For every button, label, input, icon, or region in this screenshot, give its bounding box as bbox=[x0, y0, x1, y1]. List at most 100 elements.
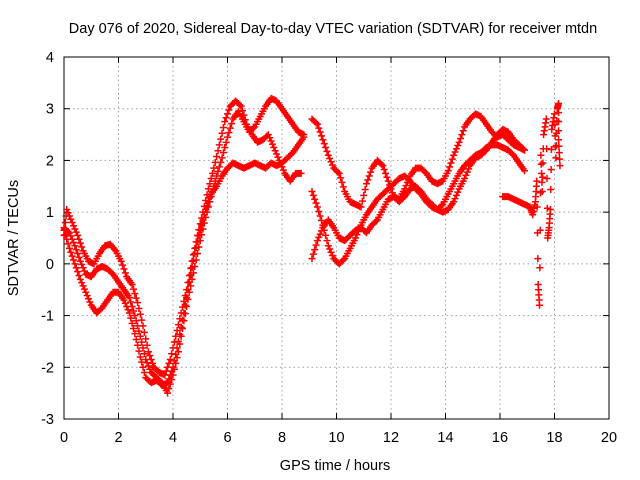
data-point bbox=[165, 385, 173, 393]
data-point bbox=[555, 100, 563, 108]
data-point bbox=[64, 209, 72, 217]
data-point bbox=[311, 195, 319, 203]
data-point bbox=[65, 244, 73, 252]
data-point bbox=[67, 232, 75, 240]
data-point bbox=[379, 162, 387, 170]
data-point bbox=[452, 191, 460, 199]
x-tick-label: 2 bbox=[114, 430, 122, 446]
data-point bbox=[551, 110, 558, 118]
data-point bbox=[165, 375, 173, 383]
data-point bbox=[465, 165, 473, 173]
data-point bbox=[224, 133, 231, 141]
data-point bbox=[172, 350, 180, 358]
data-point bbox=[339, 183, 347, 191]
data-point bbox=[224, 110, 231, 118]
data-point bbox=[324, 151, 332, 159]
data-point bbox=[83, 292, 91, 300]
data-point bbox=[237, 102, 245, 110]
data-point bbox=[80, 267, 88, 275]
data-point bbox=[555, 127, 563, 135]
x-tick-label: 10 bbox=[328, 430, 344, 446]
data-point bbox=[210, 164, 218, 172]
data-point bbox=[316, 230, 324, 238]
data-point bbox=[313, 120, 321, 128]
data-point bbox=[542, 115, 550, 123]
data-point bbox=[117, 257, 125, 265]
data-point bbox=[128, 281, 136, 289]
data-point bbox=[125, 293, 133, 301]
data-point bbox=[74, 268, 82, 276]
data-point bbox=[323, 237, 331, 245]
data-point bbox=[136, 332, 144, 340]
x-tick-label: 12 bbox=[383, 430, 399, 446]
data-point bbox=[140, 368, 148, 376]
data-point bbox=[189, 257, 197, 265]
data-point bbox=[372, 217, 380, 225]
data-point bbox=[173, 326, 181, 334]
data-point bbox=[176, 330, 184, 338]
data-point bbox=[463, 168, 471, 176]
data-point bbox=[188, 264, 196, 272]
data-point bbox=[168, 367, 176, 375]
data-point bbox=[135, 347, 143, 355]
data-point bbox=[80, 285, 88, 293]
data-point bbox=[203, 202, 211, 210]
data-point bbox=[72, 228, 80, 236]
data-point bbox=[136, 310, 144, 318]
data-point bbox=[335, 169, 343, 177]
data-point bbox=[533, 203, 541, 211]
y-tick-label: -1 bbox=[41, 309, 54, 325]
data-point bbox=[222, 114, 230, 122]
data-point bbox=[135, 304, 143, 312]
data-point bbox=[218, 154, 226, 162]
data-point bbox=[383, 173, 391, 181]
data-point bbox=[315, 207, 323, 215]
data-point bbox=[199, 216, 207, 224]
data-point bbox=[297, 169, 305, 177]
data-point bbox=[134, 299, 142, 307]
data-point bbox=[556, 162, 564, 170]
data-point bbox=[164, 379, 172, 387]
data-point bbox=[222, 138, 230, 146]
data-point bbox=[308, 187, 316, 195]
data-point bbox=[82, 288, 90, 296]
data-point bbox=[315, 233, 323, 241]
y-tick-label: 0 bbox=[46, 257, 54, 273]
data-point bbox=[136, 353, 144, 361]
data-point bbox=[180, 309, 188, 317]
data-point bbox=[120, 265, 128, 273]
data-point bbox=[312, 199, 320, 207]
data-point bbox=[337, 174, 345, 182]
data-point bbox=[551, 121, 559, 129]
series-3 bbox=[60, 133, 308, 389]
data-point bbox=[459, 127, 467, 135]
data-point bbox=[312, 241, 320, 249]
data-point bbox=[324, 242, 332, 250]
data-point bbox=[450, 151, 458, 159]
data-point bbox=[129, 325, 137, 332]
data-point bbox=[120, 296, 128, 304]
data-point bbox=[123, 303, 131, 311]
data-point bbox=[539, 159, 547, 167]
data-point bbox=[61, 231, 69, 239]
x-tick-label: 4 bbox=[169, 430, 177, 446]
data-point bbox=[75, 253, 83, 261]
data-point bbox=[129, 285, 137, 293]
data-point bbox=[146, 365, 154, 373]
data-point bbox=[218, 129, 226, 137]
data-point bbox=[268, 140, 276, 148]
data-point bbox=[300, 133, 308, 141]
data-point bbox=[555, 118, 563, 126]
data-point bbox=[131, 312, 139, 320]
x-tick-label: 18 bbox=[546, 430, 562, 446]
data-point bbox=[146, 352, 154, 360]
data-point bbox=[139, 344, 147, 352]
data-point bbox=[377, 160, 385, 168]
data-marks bbox=[60, 94, 564, 397]
data-point bbox=[121, 269, 129, 277]
data-point bbox=[547, 165, 555, 173]
data-point bbox=[144, 348, 152, 356]
data-point bbox=[64, 240, 72, 248]
data-point bbox=[538, 169, 546, 177]
